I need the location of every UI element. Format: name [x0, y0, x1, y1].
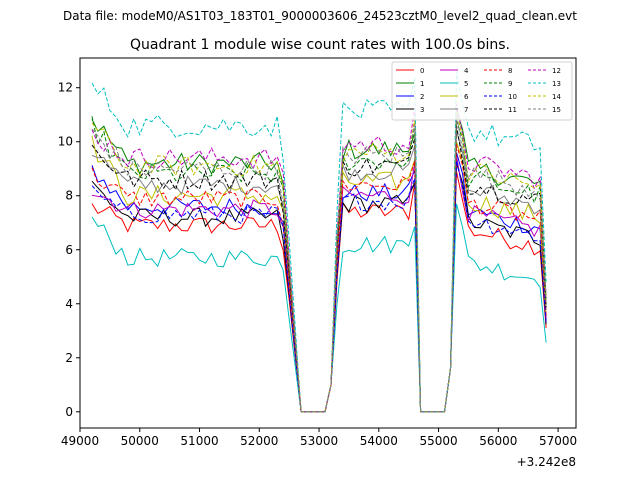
y-tick-label: 2 — [65, 351, 73, 365]
legend-label: 1 — [420, 80, 424, 88]
x-tick-label: 56000 — [479, 434, 517, 448]
x-tick-label: 52000 — [240, 434, 278, 448]
legend-label: 0 — [420, 67, 424, 75]
x-tick-label: 50000 — [121, 434, 159, 448]
legend-label: 9 — [508, 80, 512, 88]
series-line-13 — [91, 71, 547, 413]
legend-label: 14 — [552, 93, 561, 101]
y-tick-label: 6 — [65, 243, 73, 257]
y-tick-label: 8 — [65, 189, 73, 203]
legend-label: 6 — [464, 93, 469, 101]
legend-label: 5 — [464, 80, 468, 88]
axes-layer: 49000 50000 51000 52000 53000 54000 55000 56000… — [58, 81, 577, 448]
y-tick-label: 12 — [58, 81, 73, 95]
legend-label: 3 — [420, 106, 424, 114]
x-tick-label: 51000 — [180, 434, 218, 448]
legend-frame — [391, 61, 573, 121]
legend-label: 8 — [508, 67, 512, 75]
chart-suptitle: Data file: modeM0/AS1T03_183T01_90000036… — [63, 9, 577, 23]
x-tick-label: 55000 — [419, 434, 457, 448]
legend-label: 15 — [552, 106, 561, 114]
legend-label: 13 — [552, 80, 561, 88]
legend-label: 12 — [552, 67, 561, 75]
series-line-14 — [91, 111, 547, 413]
legend-label: 10 — [508, 93, 517, 101]
legend-label: 11 — [508, 106, 517, 114]
y-tick-label: 10 — [58, 135, 73, 149]
legend-label: 2 — [420, 93, 424, 101]
x-tick-label: 49000 — [61, 434, 99, 448]
x-tick-label: 54000 — [360, 434, 398, 448]
y-tick-label: 4 — [65, 297, 73, 311]
y-tick-label: 0 — [65, 405, 73, 419]
legend-label: 4 — [464, 67, 469, 75]
plot-frame — [79, 57, 577, 429]
series-layer — [91, 71, 547, 413]
chart-title: Quadrant 1 module wise count rates with … — [130, 37, 510, 53]
x-tick-label: 57000 — [539, 434, 577, 448]
x-offset-label: +3.242e8 — [517, 455, 576, 469]
x-tick-label: 53000 — [300, 434, 338, 448]
series-line-15 — [91, 114, 547, 413]
legend-label: 7 — [464, 106, 468, 114]
